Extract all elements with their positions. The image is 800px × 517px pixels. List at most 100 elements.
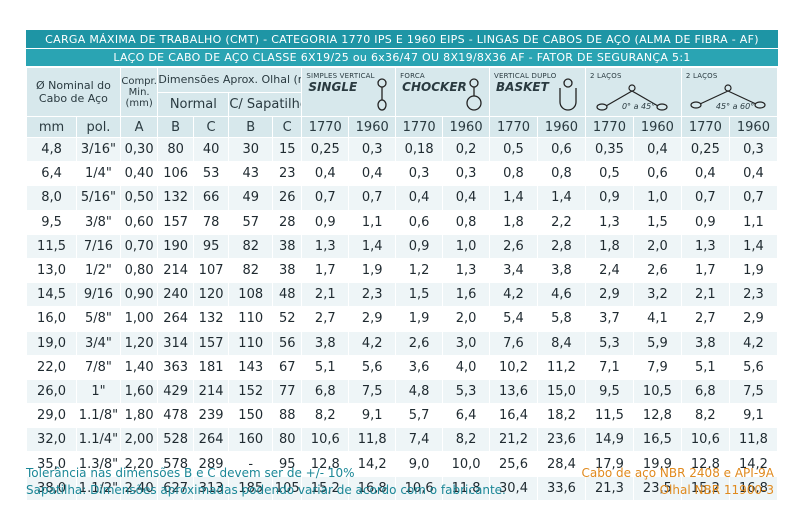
table-cell: 0,8 — [442, 209, 491, 235]
header-dims: Dimensões Aprox. Olhal (mm) — [157, 67, 303, 93]
table-cell: 1,7 — [301, 257, 350, 284]
table-cell: 0,8 — [536, 161, 586, 187]
table-cell: 53 — [192, 161, 230, 187]
table-cell: 3,7 — [584, 306, 634, 332]
table-cell: 1.1/8" — [76, 403, 121, 429]
table-cell: 264 — [192, 427, 230, 453]
table-cell: 1,4 — [536, 185, 586, 211]
table-cell: 2,6 — [395, 330, 444, 356]
table-cell: 150 — [228, 403, 274, 429]
table-cell: 11,8 — [348, 427, 397, 453]
table-cell: 7,9 — [632, 354, 682, 380]
table-cell: 185 — [228, 475, 274, 501]
table-cell: 80 — [157, 136, 194, 163]
table-cell: 0,4 — [632, 136, 682, 163]
table-cell: 5,4 — [489, 306, 538, 332]
table-cell: 0,5 — [489, 136, 538, 163]
table-cell: 0,6 — [632, 161, 682, 187]
table-cell: 10,5 — [632, 378, 682, 405]
table-cell: 1,3 — [680, 233, 730, 259]
table-cell: 28,4 — [536, 451, 586, 477]
table-cell: 8,2 — [442, 427, 491, 453]
table-cell: 23,5 — [632, 475, 682, 501]
table-cell: 0,8 — [489, 161, 538, 187]
table-subtitle: LAÇO DE CABO DE AÇO CLASSE 6X19/25 ou 6x… — [26, 49, 778, 66]
header-normal: Normal — [157, 91, 230, 117]
table-cell: 3/16" — [76, 136, 121, 163]
table-cell: 0,6 — [536, 136, 586, 163]
table-cell: 2,2 — [536, 209, 586, 235]
table-cell: 6,4 — [442, 403, 491, 429]
table-row: 8,0 5/16" 0,50 132 66 49 26 0,7 0,7 0,4 0,4 1,4 1,4 0… — [25, 185, 779, 211]
table-cell: 15,0 — [536, 378, 586, 405]
table-cell: 1,9 — [395, 306, 444, 332]
table-cell: 1,9 — [728, 257, 779, 284]
table-cell: 0,50 — [119, 185, 159, 211]
table-cell: 2,3 — [728, 282, 779, 308]
basket-sling-icon — [559, 78, 577, 111]
table-cell: 29,0 — [25, 403, 78, 429]
table-cell: 1,40 — [119, 354, 159, 380]
table-cell: 6,8 — [301, 378, 350, 405]
table-cell: 26 — [272, 185, 303, 211]
table-cell: 363 — [157, 354, 194, 380]
table-cell: 11,5 — [25, 233, 78, 259]
table-cell: 2,1 — [680, 282, 730, 308]
table-cell: 48 — [272, 282, 303, 308]
table-cell: 4,1 — [632, 306, 682, 332]
table-cell: 110 — [228, 306, 274, 332]
table-cell: 1" — [76, 378, 121, 405]
table-cell: 3,0 — [442, 330, 491, 356]
table-cell: 110 — [228, 330, 274, 356]
table-cell: 17,9 — [584, 451, 634, 477]
table-cell: 0,4 — [348, 161, 397, 187]
table-cell: 30,4 — [489, 475, 538, 501]
table-body: 4,8 3/16" 0,30 80 40 30 15 0,25 0,3 0,18 0,2 0,5 0,6… — [25, 136, 779, 501]
table-cell: 15 — [272, 136, 303, 163]
table-cell: 314 — [157, 330, 194, 356]
table-cell: 1,5 — [395, 282, 444, 308]
table-cell: 7,4 — [395, 427, 444, 453]
table-cell: 1,5 — [632, 209, 682, 235]
table-cell: 313 — [192, 475, 230, 501]
header-two-legs-60: 2 LAÇOS 45° a 60° — [680, 67, 779, 117]
header-compr: Compr. Min. (mm) — [119, 67, 159, 117]
table-cell: 6,8 — [680, 378, 730, 405]
table-cell: 1,20 — [119, 330, 159, 356]
table-cell: 1,4 — [348, 233, 397, 259]
table-cell: 8,0 — [25, 185, 78, 211]
table-cell: 2,3 — [348, 282, 397, 308]
table-cell: 2,0 — [632, 233, 682, 259]
subheader-cell: 1960 — [728, 116, 779, 138]
table-cell: 5,6 — [728, 354, 779, 380]
table-cell: 12,8 — [301, 451, 350, 477]
table-cell: 0,35 — [584, 136, 634, 163]
table-cell: 26,0 — [25, 378, 78, 405]
table-cell: 1,8 — [584, 233, 634, 259]
table-cell: 1,2 — [395, 257, 444, 284]
table-cell: 1/2" — [76, 257, 121, 284]
table-title: CARGA MÁXIMA DE TRABALHO (CMT) - CATEGOR… — [26, 30, 778, 48]
table-cell: 11,8 — [728, 427, 779, 453]
table-cell: 0,9 — [680, 209, 730, 235]
table-cell: 28 — [272, 209, 303, 235]
table-cell: 4,6 — [536, 282, 586, 308]
table-cell: 0,25 — [301, 136, 350, 163]
table-cell: 9,1 — [728, 403, 779, 429]
header-chocker: FORCA CHOCKER — [395, 67, 491, 117]
table-cell: 1,1 — [348, 209, 397, 235]
table-row: 9,5 3/8" 0,60 157 78 57 28 0,9 1,1 0,6 0,8 1,8 2,2 1,… — [25, 209, 779, 235]
subheader-cell: C — [272, 116, 303, 138]
table-row: 13,0 1/2" 0,80 214 107 82 38 1,7 1,9 1,2 1,3 3,4 3,8… — [25, 257, 779, 284]
table-cell: 106 — [157, 161, 194, 187]
sapatilha-note: Sapatilha: Dimensões aproximadas podendo… — [26, 483, 506, 497]
subheader-cell: 1960 — [442, 116, 491, 138]
table-cell: 3,2 — [632, 282, 682, 308]
table-cell: 57 — [228, 209, 274, 235]
table-row: 4,8 3/16" 0,30 80 40 30 15 0,25 0,3 0,18 0,2 0,5 0,6… — [25, 136, 779, 163]
table-cell: 627 — [157, 475, 194, 501]
table-cell: 22,0 — [25, 354, 78, 380]
table-cell: 1,6 — [442, 282, 491, 308]
table-cell: 3/4" — [76, 330, 121, 356]
table-cell: 82 — [228, 257, 274, 284]
